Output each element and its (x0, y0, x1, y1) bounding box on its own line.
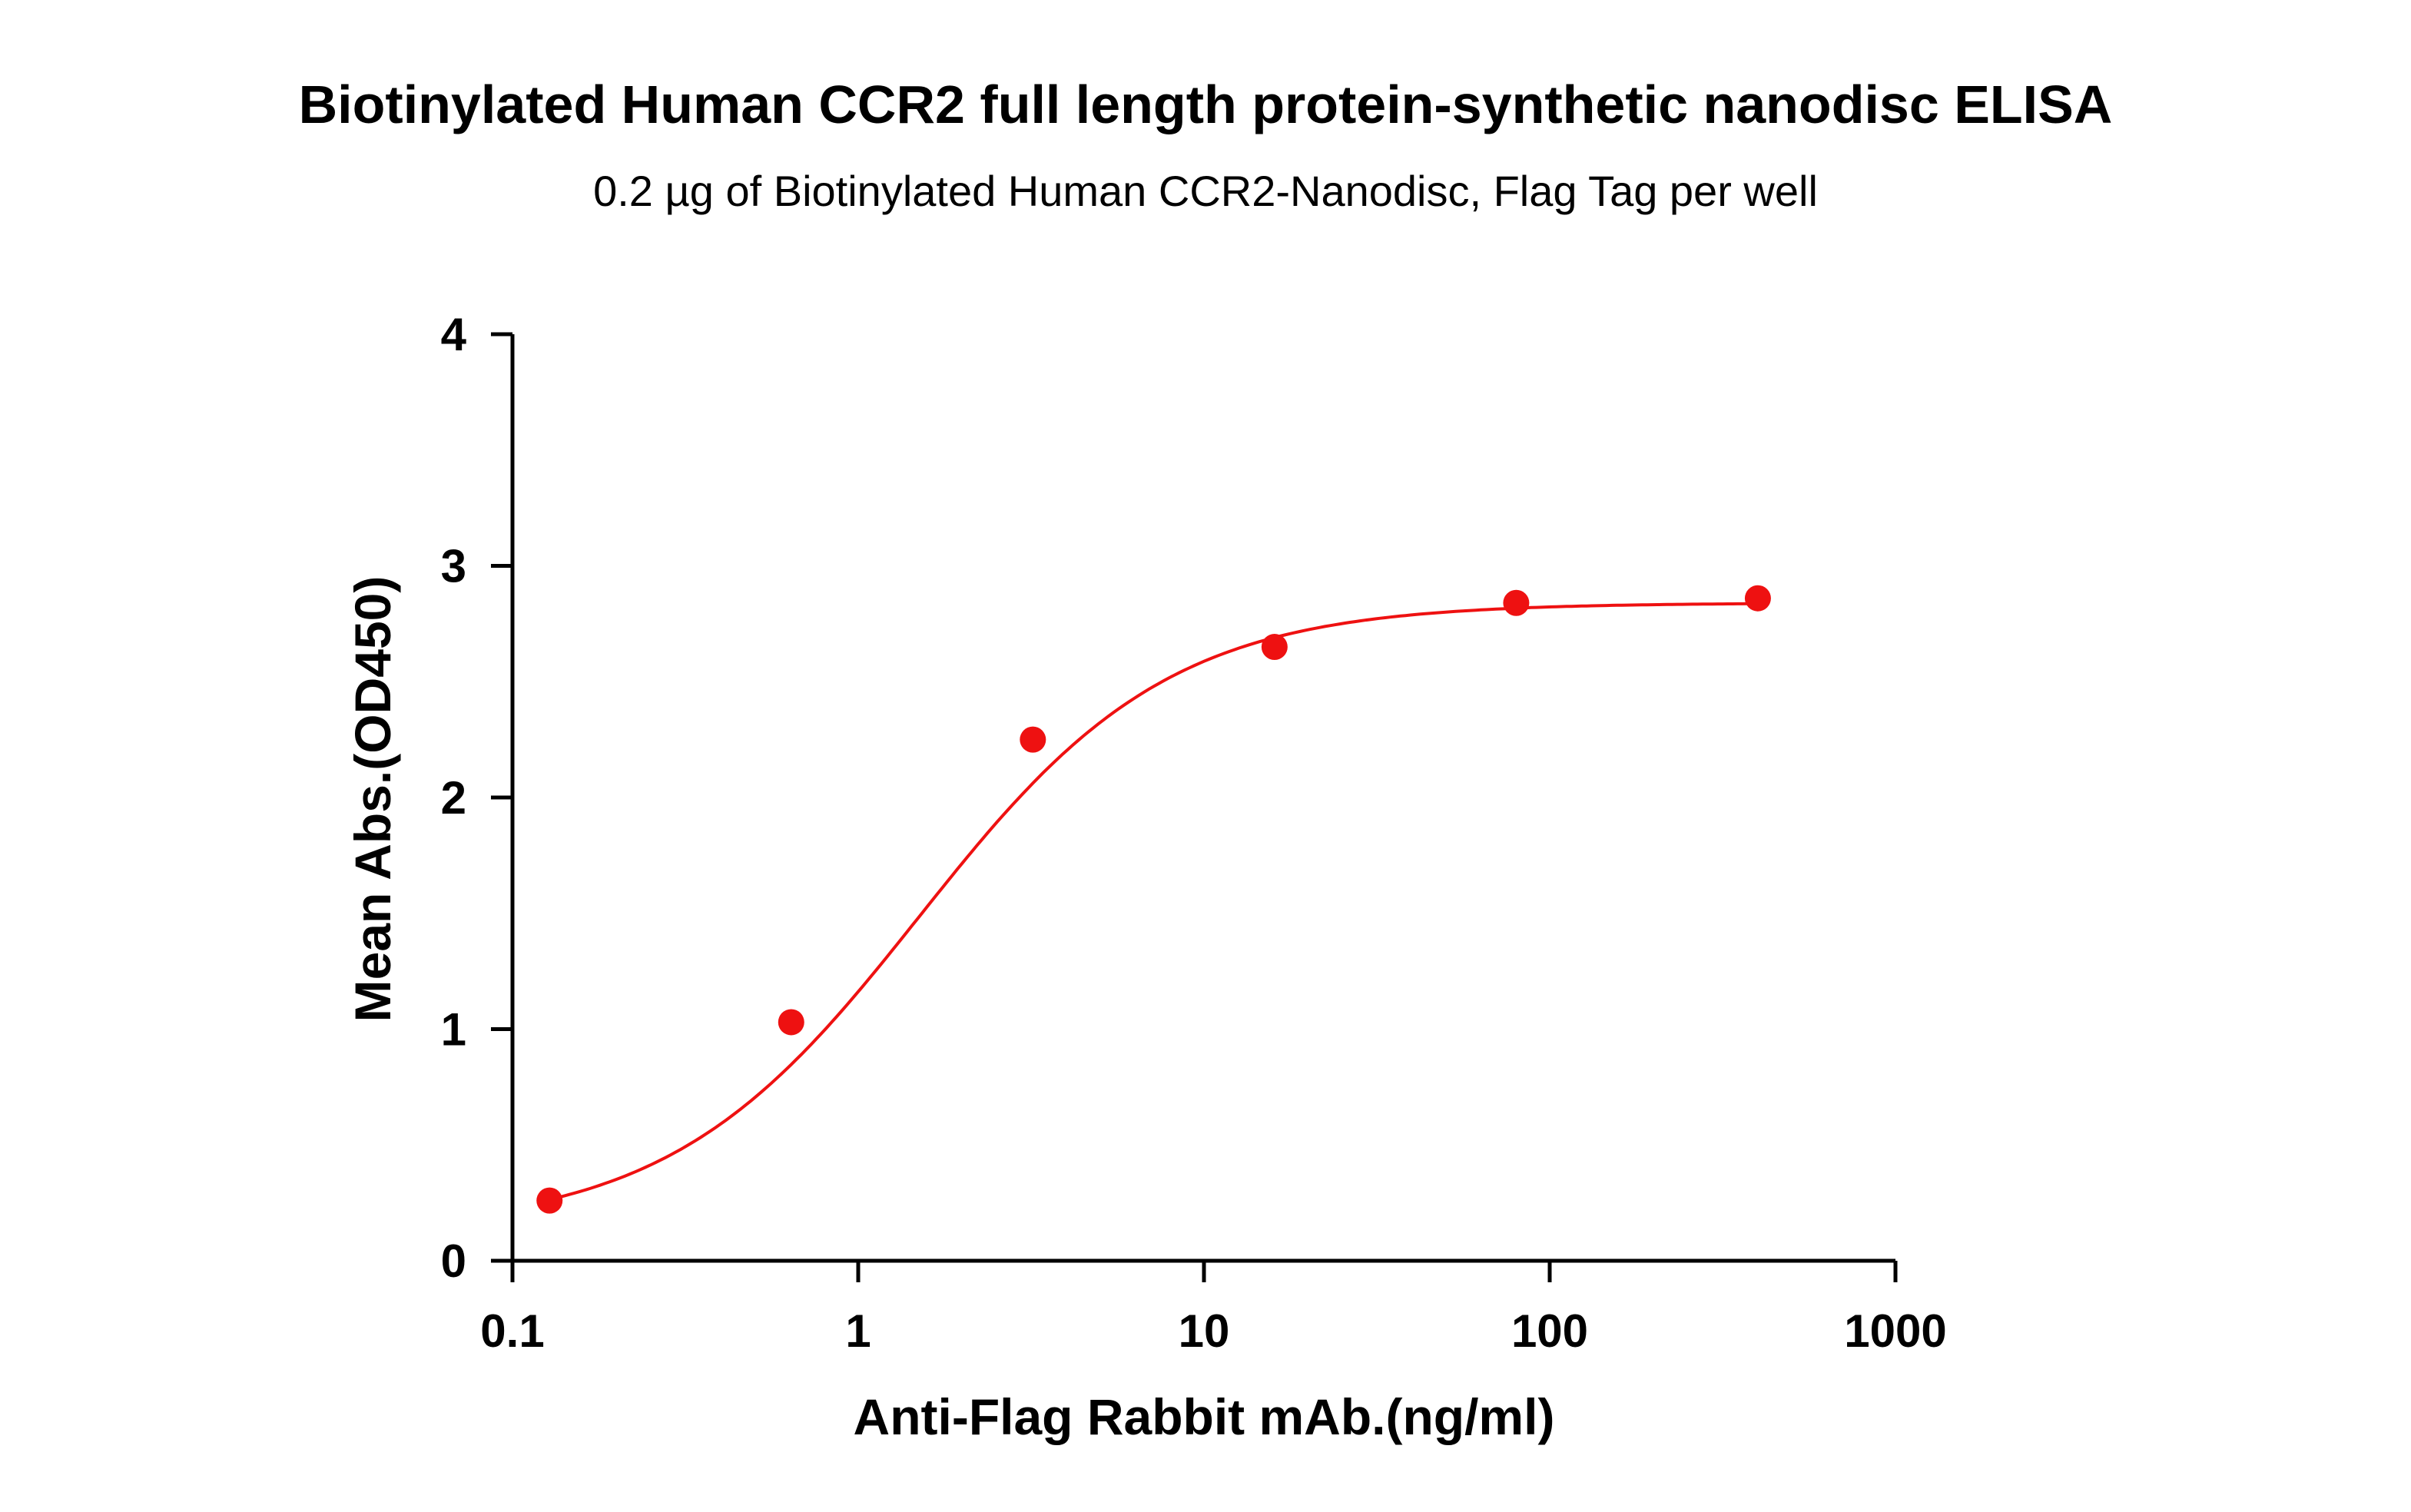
axes (510, 334, 1895, 1263)
x-tick-label: 100 (1511, 1305, 1588, 1357)
x-tick-label: 1 (845, 1305, 871, 1357)
x-tick-label: 1000 (1844, 1305, 1946, 1357)
y-ticks: 0 1 2 3 4 (441, 309, 512, 1287)
data-point (1020, 726, 1046, 753)
data-point (1503, 589, 1530, 616)
data-point (1744, 585, 1771, 612)
y-tick-label: 0 (441, 1235, 466, 1287)
y-axis-label: Mean Abs.(OD450) (344, 576, 401, 1023)
chart-title: Biotinylated Human CCR2 full length prot… (299, 75, 2113, 134)
y-tick-label: 4 (441, 309, 467, 360)
y-tick-label: 3 (441, 541, 466, 592)
fit-curve-line (549, 602, 1758, 1202)
data-point (1261, 634, 1288, 661)
x-ticks: 0.1 1 10 100 1000 (480, 1261, 1947, 1357)
data-point (536, 1187, 563, 1214)
x-axis-label: Anti-Flag Rabbit mAb.(ng/ml) (854, 1388, 1555, 1445)
y-tick-label: 1 (441, 1004, 466, 1056)
data-point (778, 1009, 804, 1036)
y-tick-label: 2 (441, 772, 466, 824)
chart-subtitle: 0.2 µg of Biotinylated Human CCR2-Nanodi… (593, 167, 1818, 215)
x-tick-label: 10 (1179, 1305, 1230, 1357)
x-tick-label: 0.1 (480, 1305, 544, 1357)
data-points (536, 585, 1771, 1214)
